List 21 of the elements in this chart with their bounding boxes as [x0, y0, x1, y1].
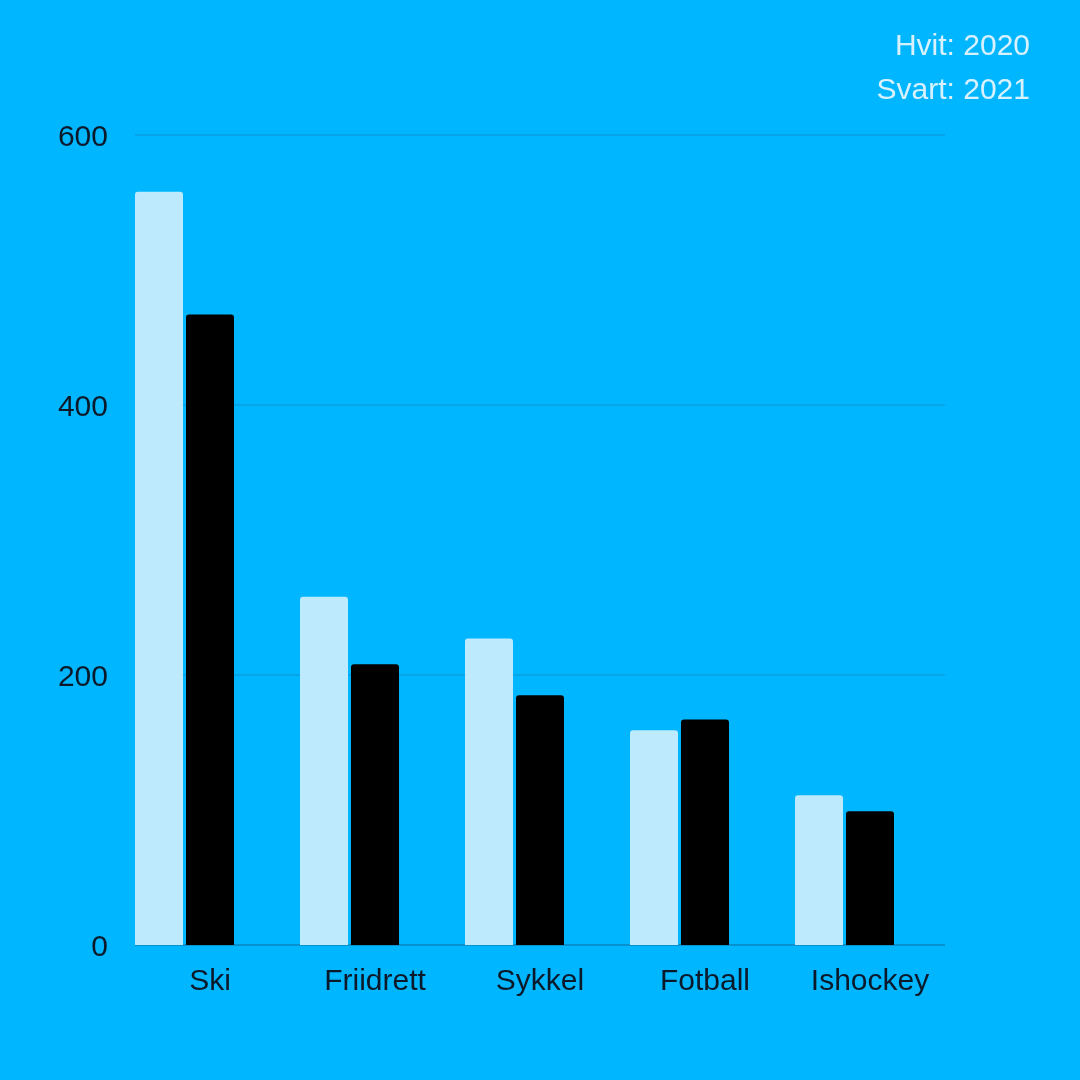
bar	[186, 314, 234, 945]
bar	[465, 638, 513, 945]
y-tick-label: 200	[57, 658, 108, 692]
text: Hvit: 2020	[894, 28, 1030, 61]
bar	[795, 795, 843, 945]
bar	[630, 730, 678, 945]
x-tick-label: Sykkel	[495, 963, 585, 996]
bar	[300, 596, 348, 945]
y-tick-label: 0	[91, 928, 108, 962]
x-tick-label: Ishockey	[810, 963, 930, 996]
bar	[516, 695, 564, 945]
bar	[351, 664, 399, 945]
x-tick-label: Ski	[189, 963, 231, 996]
bar	[135, 191, 183, 945]
bar	[681, 719, 729, 945]
text: Svart: 2021	[876, 72, 1030, 105]
bar	[846, 811, 894, 945]
y-tick-label: 400	[57, 388, 108, 422]
x-tick-label: Friidrett	[324, 963, 427, 996]
y-tick-label: 600	[57, 118, 108, 152]
x-tick-label: Fotball	[659, 963, 751, 996]
